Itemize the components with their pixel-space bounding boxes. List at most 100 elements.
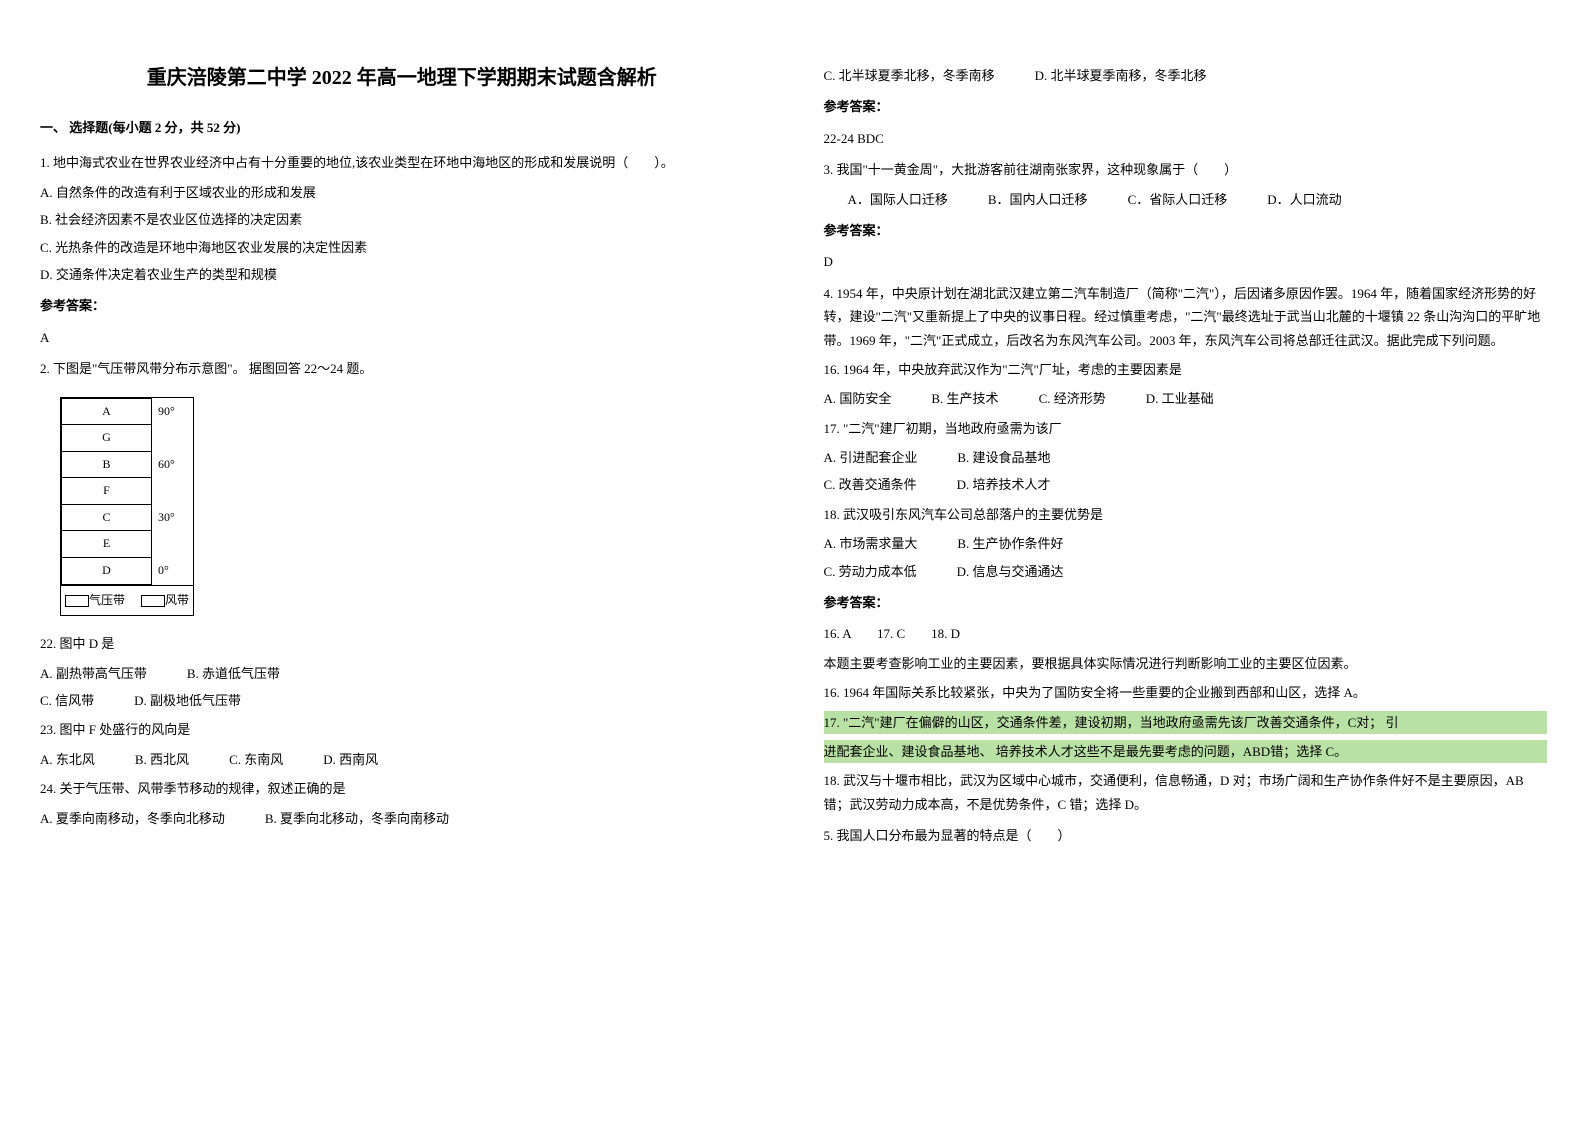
q5-stem: 5. 我国人口分布最为显著的特点是（ ）: [824, 824, 1548, 847]
q24-options-row1: A. 夏季向南移动，冬季向北移动 B. 夏季向北移动，冬季向南移动: [40, 807, 764, 830]
question-2-group: 2. 下图是"气压带风带分布示意图"。 据图回答 22～24 题。 A90° G…: [40, 357, 764, 830]
question-4-group: 4. 1954 年，中央原计划在湖北武汉建立第二汽车制造厂（简称"二汽"），后因…: [824, 282, 1548, 816]
q16-stem: 16. 1964 年，中央放弃武汉作为"二汽"厂址，考虑的主要因素是: [824, 358, 1548, 381]
q22-option-b: B. 赤道低气压带: [187, 662, 280, 685]
diagram-row: B60°: [62, 451, 192, 478]
q24-option-a: A. 夏季向南移动，冬季向北移动: [40, 807, 225, 830]
q1-option-d: D. 交通条件决定着农业生产的类型和规模: [40, 263, 764, 286]
q24-option-c: C. 北半球夏季北移，冬季南移: [824, 64, 995, 87]
diagram-degree: 30°: [152, 504, 192, 531]
q4-answer-line: 16. A 17. C 18. D: [824, 622, 1548, 645]
q23-options-row: A. 东北风 B. 西北风 C. 东南风 D. 西南风: [40, 748, 764, 771]
right-column: C. 北半球夏季北移，冬季南移 D. 北半球夏季南移，冬季北移 参考答案： 22…: [824, 60, 1548, 856]
q24-stem: 24. 关于气压带、风带季节移动的规律，叙述正确的是: [40, 777, 764, 800]
question-1: 1. 地中海式农业在世界农业经济中占有十分重要的地位,该农业类型在环地中海地区的…: [40, 151, 764, 349]
legend-item-2: 风带: [141, 590, 189, 612]
diagram-row: A90°: [62, 398, 192, 425]
diagram-row: D0°: [62, 558, 192, 585]
q24-option-b: B. 夏季向北移动，冬季向南移动: [265, 807, 449, 830]
legend-box-icon: [141, 595, 165, 607]
q22-options-row2: C. 信风带 D. 副极地低气压带: [40, 689, 764, 712]
q1-option-a: A. 自然条件的改造有利于区域农业的形成和发展: [40, 181, 764, 204]
q22-stem: 22. 图中 D 是: [40, 632, 764, 655]
q3-answer-label: 参考答案：: [824, 219, 1548, 242]
diagram-degree: [152, 425, 192, 452]
diagram-row: E: [62, 531, 192, 558]
q16-option-a: A. 国防安全: [824, 387, 892, 410]
diagram-row: G: [62, 425, 192, 452]
q1-stem: 1. 地中海式农业在世界农业经济中占有十分重要的地位,该农业类型在环地中海地区的…: [40, 151, 764, 174]
q4-explanation-2: 16. 1964 年国际关系比较紧张，中央为了国防安全将一些重要的企业搬到西部和…: [824, 681, 1548, 704]
diagram-legend: 气压带 风带: [61, 585, 193, 616]
legend-box-icon: [65, 595, 89, 607]
q23-option-c: C. 东南风: [229, 748, 283, 771]
left-column: 重庆涪陵第二中学 2022 年高一地理下学期期末试题含解析 一、 选择题(每小题…: [40, 60, 764, 856]
q23-option-d: D. 西南风: [323, 748, 378, 771]
diagram-cell: G: [62, 425, 152, 452]
diagram-degree: [152, 478, 192, 505]
q3-option-a: A．国际人口迁移: [848, 188, 948, 211]
q22-option-d: D. 副极地低气压带: [134, 689, 241, 712]
q3-option-d: D．人口流动: [1267, 188, 1341, 211]
exam-page: 重庆涪陵第二中学 2022 年高一地理下学期期末试题含解析 一、 选择题(每小题…: [40, 60, 1547, 856]
q1-option-b: B. 社会经济因素不是农业区位选择的决定因素: [40, 208, 764, 231]
diagram-table: A90° G B60° F C30° E D0°: [61, 398, 192, 585]
q1-answer: A: [40, 326, 764, 349]
diagram-row: C30°: [62, 504, 192, 531]
q2-answer: 22-24 BDC: [824, 127, 1548, 150]
q3-option-b: B．国内人口迁移: [988, 188, 1088, 211]
q22-option-c: C. 信风带: [40, 689, 94, 712]
q3-options-row: A．国际人口迁移 B．国内人口迁移 C．省际人口迁移 D．人口流动: [848, 188, 1548, 211]
q3-answer: D: [824, 250, 1548, 273]
q16-option-b: B. 生产技术: [931, 387, 998, 410]
diagram-cell: B: [62, 451, 152, 478]
q18-option-b: B. 生产协作条件好: [957, 532, 1063, 555]
legend-label-1: 气压带: [89, 593, 125, 607]
diagram-degree: [152, 531, 192, 558]
diagram-cell: F: [62, 478, 152, 505]
q22-options-row1: A. 副热带高气压带 B. 赤道低气压带: [40, 662, 764, 685]
q18-options-row2: C. 劳动力成本低 D. 信息与交通通达: [824, 560, 1548, 583]
q3-stem: 3. 我国"十一黄金周"，大批游客前往湖南张家界，这种现象属于（ ）: [824, 158, 1548, 181]
q18-options-row1: A. 市场需求量大 B. 生产协作条件好: [824, 532, 1548, 555]
q17-option-d: D. 培养技术人才: [957, 473, 1051, 496]
q24-options-row2: C. 北半球夏季北移，冬季南移 D. 北半球夏季南移，冬季北移: [824, 64, 1548, 87]
q18-option-c: C. 劳动力成本低: [824, 560, 917, 583]
section-1-header: 一、 选择题(每小题 2 分，共 52 分): [40, 116, 764, 139]
q22-option-a: A. 副热带高气压带: [40, 662, 147, 685]
page-title: 重庆涪陵第二中学 2022 年高一地理下学期期末试题含解析: [40, 60, 764, 96]
q1-option-c: C. 光热条件的改造是环地中海地区农业发展的决定性因素: [40, 236, 764, 259]
q17-options-row2: C. 改善交通条件 D. 培养技术人才: [824, 473, 1548, 496]
question-5: 5. 我国人口分布最为显著的特点是（ ）: [824, 824, 1548, 847]
legend-label-2: 风带: [165, 593, 189, 607]
q17-option-a: A. 引进配套企业: [824, 446, 918, 469]
q17-stem: 17. "二汽"建厂初期，当地政府亟需为该厂: [824, 417, 1548, 440]
q16-option-c: C. 经济形势: [1039, 387, 1106, 410]
q4-explanation-3: 17. "二汽"建厂在偏僻的山区，交通条件差，建设初期，当地政府亟需先该厂改善交…: [824, 711, 1548, 734]
q17-option-c: C. 改善交通条件: [824, 473, 917, 496]
q2-answer-label: 参考答案：: [824, 95, 1548, 118]
q18-stem: 18. 武汉吸引东风汽车公司总部落户的主要优势是: [824, 503, 1548, 526]
diagram-cell: E: [62, 531, 152, 558]
q18-option-a: A. 市场需求量大: [824, 532, 918, 555]
diagram-cell: D: [62, 558, 152, 585]
diagram-degree: 0°: [152, 558, 192, 585]
diagram-degree: 60°: [152, 451, 192, 478]
q18-option-d: D. 信息与交通通达: [957, 560, 1064, 583]
q23-option-b: B. 西北风: [135, 748, 189, 771]
q4-explanation-4: 进配套企业、建设食品基地、 培养技术人才这些不是最先要考虑的问题，ABD错；选择…: [824, 740, 1548, 763]
pressure-belt-diagram: A90° G B60° F C30° E D0° 气压带 风带: [60, 397, 194, 617]
q3-option-c: C．省际人口迁移: [1128, 188, 1228, 211]
q23-stem: 23. 图中 F 处盛行的风向是: [40, 718, 764, 741]
diagram-cell: C: [62, 504, 152, 531]
q24-option-d: D. 北半球夏季南移，冬季北移: [1035, 64, 1207, 87]
q16-option-d: D. 工业基础: [1146, 387, 1214, 410]
q2-stem: 2. 下图是"气压带风带分布示意图"。 据图回答 22～24 题。: [40, 357, 764, 380]
q16-options-row: A. 国防安全 B. 生产技术 C. 经济形势 D. 工业基础: [824, 387, 1548, 410]
q4-stem: 4. 1954 年，中央原计划在湖北武汉建立第二汽车制造厂（简称"二汽"），后因…: [824, 282, 1548, 352]
q1-answer-label: 参考答案：: [40, 294, 764, 317]
diagram-row: F: [62, 478, 192, 505]
q23-option-a: A. 东北风: [40, 748, 95, 771]
q4-explanation-5: 18. 武汉与十堰市相比，武汉为区域中心城市，交通便利，信息畅通，D 对；市场广…: [824, 769, 1548, 816]
diagram-cell: A: [62, 398, 152, 425]
